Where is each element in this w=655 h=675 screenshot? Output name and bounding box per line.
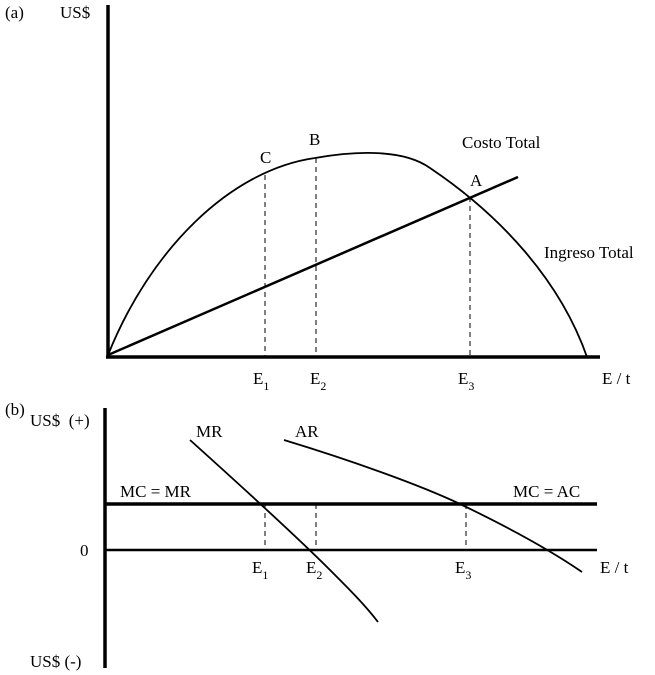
cost-line <box>107 175 519 357</box>
y-axis-label: US$ (-) <box>30 652 81 671</box>
x-mark-letter: E <box>455 558 465 577</box>
ar-curve <box>283 439 583 573</box>
x-mark-sub: 2 <box>320 379 326 393</box>
x-axis-label: E / t <box>600 558 629 577</box>
x-mark-letter: E <box>306 558 316 577</box>
curve-label: Costo Total <box>462 133 541 152</box>
y-axis-label: US$ <box>60 3 90 22</box>
y-axis-label: US$ (+) <box>30 411 90 430</box>
curve-label: AR <box>295 422 319 441</box>
x-mark-letter: E <box>310 369 320 388</box>
point-label: B <box>309 130 320 149</box>
x-mark: E3 <box>458 369 474 393</box>
x-mark-sub: 1 <box>263 379 269 393</box>
panel-label: (b) <box>5 400 25 419</box>
x-mark-sub: 3 <box>468 379 474 393</box>
x-mark-letter: E <box>253 369 263 388</box>
mr-curve <box>189 439 379 623</box>
zero-label: 0 <box>80 541 89 560</box>
revenue-curve <box>107 151 588 358</box>
x-axis-label: E / t <box>602 369 631 388</box>
curve-label: MR <box>196 422 223 441</box>
point-label: A <box>470 171 483 190</box>
x-mark-sub: 3 <box>465 568 471 582</box>
x-mark-letter: E <box>252 558 262 577</box>
curve-label: Ingreso Total <box>544 243 634 262</box>
x-mark: E1 <box>253 369 269 393</box>
point-label: C <box>260 148 271 167</box>
x-mark-letter: E <box>458 369 468 388</box>
x-mark: E1 <box>252 558 268 582</box>
x-mark: E2 <box>310 369 326 393</box>
x-mark-sub: 2 <box>316 568 322 582</box>
curve-label: MC = AC <box>513 482 580 501</box>
x-mark-sub: 1 <box>262 568 268 582</box>
curve-label: MC = MR <box>120 482 192 501</box>
x-mark: E2 <box>306 558 322 582</box>
panel-label: (a) <box>5 3 24 22</box>
x-mark: E3 <box>455 558 471 582</box>
